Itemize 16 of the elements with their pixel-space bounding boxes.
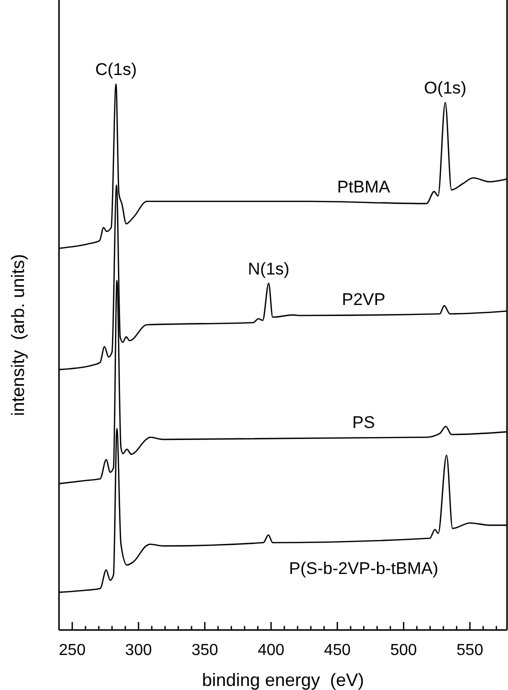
x-tick-label: 300 [125,642,152,659]
series-label: P2VP [342,290,386,309]
series-label: PtBMA [337,177,391,196]
x-tick-label: 250 [58,642,86,659]
y-axis-title: intensity (arb. units) [8,254,28,416]
series-label: PS [352,412,375,432]
x-tick-label: 350 [191,642,218,659]
x-tick-label: 400 [258,642,285,659]
annotation: C(1s) [95,60,137,79]
x-tick-label: 450 [324,642,351,659]
annotation: O(1s) [424,78,466,98]
x-tick-label: 500 [390,642,418,659]
annotation: N(1s) [248,259,290,278]
x-axis-title: binding energy (eV) [202,670,364,690]
series-label: P(S-b-2VP-b-tBMA) [289,559,438,578]
x-tick-label: 550 [456,642,484,659]
